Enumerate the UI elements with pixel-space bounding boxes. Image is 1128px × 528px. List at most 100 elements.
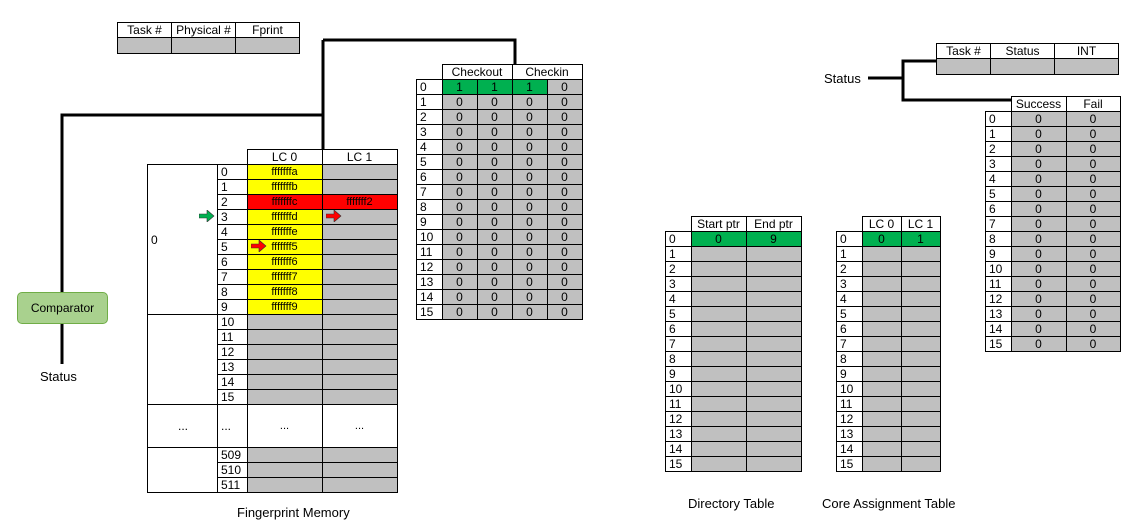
start-ptr-cell [690, 261, 747, 277]
fingerprint-row: 3 fffffffd [148, 209, 398, 225]
row-index: 4 [836, 291, 863, 307]
end-ptr-cell [745, 261, 802, 277]
directory-row: 11 [665, 396, 802, 412]
checkout-cell: 0 [441, 289, 478, 305]
wire-to-comparator [60, 113, 323, 364]
success-fail-row: 13 0 0 [985, 306, 1121, 322]
start-ptr-cell [690, 426, 747, 442]
row-index: 3 [985, 156, 1012, 172]
fail-cell: 0 [1065, 276, 1121, 292]
start-ptr-cell [690, 246, 747, 262]
row-index: 509 [217, 447, 248, 463]
core-row: 5 [836, 306, 941, 322]
row-index: 5 [665, 306, 692, 322]
fail-cell: 0 [1065, 141, 1121, 157]
row-index: 9 [836, 366, 863, 382]
checkout-cell: 0 [546, 124, 583, 140]
fingerprint-row: 14 [148, 374, 398, 390]
fingerprint-row: 6 fffffff6 [148, 254, 398, 270]
fail-cell: 0 [1065, 336, 1121, 352]
status-table: Task # Status INT [936, 43, 1119, 75]
row-index: 3 [665, 276, 692, 292]
fprint-header: Fprint [235, 22, 300, 38]
row-index: 13 [665, 426, 692, 442]
lc1-cell [321, 344, 398, 360]
fingerprint-row: ............ [147, 404, 398, 448]
core-lc1-cell [900, 426, 941, 442]
lc1-cell [321, 224, 398, 240]
checkout-cell: 0 [546, 109, 583, 125]
success-cell: 0 [1010, 141, 1067, 157]
checkout-cell: 0 [511, 274, 548, 290]
checkout-row: 13 0 0 0 0 [416, 274, 583, 290]
core-lc1-cell [900, 336, 941, 352]
row-index: 7 [416, 184, 443, 200]
core-row: 15 [836, 456, 941, 472]
row-index: 15 [836, 456, 863, 472]
lc0-cell: fffffffd [246, 209, 323, 225]
directory-table-caption: Directory Table [688, 496, 775, 511]
success-cell: 0 [1010, 336, 1067, 352]
core-lc0-cell [861, 291, 902, 307]
checkout-cell: 0 [546, 244, 583, 260]
start-ptr-cell [690, 396, 747, 412]
fail-cell: 0 [1065, 156, 1121, 172]
lc1-header: LC 1 [321, 149, 398, 165]
status-label: Status [824, 71, 861, 86]
lc1-cell [321, 329, 398, 345]
end-ptr-cell [745, 426, 802, 442]
fail-cell: 0 [1065, 111, 1121, 127]
lc1-cell [321, 209, 398, 225]
checkout-cell: 0 [441, 94, 478, 110]
core-lc0-cell [861, 381, 902, 397]
success-cell: 0 [1010, 126, 1067, 142]
row-index: 4 [217, 224, 248, 240]
row-index: 9 [416, 214, 443, 230]
group-label: 0 [147, 164, 218, 315]
fingerprint-memory-table: LC 0 LC 1 0 0 fffffffa 1 fffffffb 2 fffffffc ff… [147, 149, 398, 493]
checkout-cell: 0 [441, 214, 478, 230]
checkout-cell: 0 [511, 304, 548, 320]
row-index: 7 [985, 216, 1012, 232]
row-index: 3 [217, 209, 248, 225]
success-fail-row: 12 0 0 [985, 291, 1121, 307]
lc0-cell [246, 374, 323, 390]
comparator-box: Comparator [17, 292, 108, 324]
task-cell [117, 37, 172, 54]
row-index: 7 [836, 336, 863, 352]
lc1-cell [321, 239, 398, 255]
row-index: 2 [836, 261, 863, 277]
core-lc0-cell: 0 [861, 231, 902, 247]
directory-row: 1 [665, 246, 802, 262]
row-index: 10 [416, 229, 443, 245]
core-lc0-cell [861, 306, 902, 322]
checkout-cell: 0 [476, 289, 513, 305]
checkout-cell: 0 [546, 229, 583, 245]
checkout-cell: 0 [476, 124, 513, 140]
core-row: 13 [836, 426, 941, 442]
row-index: 5 [985, 186, 1012, 202]
fingerprint-row: 10 [147, 314, 398, 405]
end-ptr-cell [745, 366, 802, 382]
lc1-cell [321, 477, 398, 493]
row-index: 5 [836, 306, 863, 322]
checkout-cell: 0 [546, 94, 583, 110]
core-lc1-cell [900, 351, 941, 367]
core-lc0-cell [861, 396, 902, 412]
start-ptr-cell [690, 366, 747, 382]
checkout-cell: 0 [546, 289, 583, 305]
success-cell: 0 [1010, 186, 1067, 202]
row-index: 10 [217, 314, 248, 330]
core-lc0-cell [861, 411, 902, 427]
start-ptr-cell [690, 321, 747, 337]
row-index: 0 [665, 231, 692, 247]
row-index: 8 [836, 351, 863, 367]
